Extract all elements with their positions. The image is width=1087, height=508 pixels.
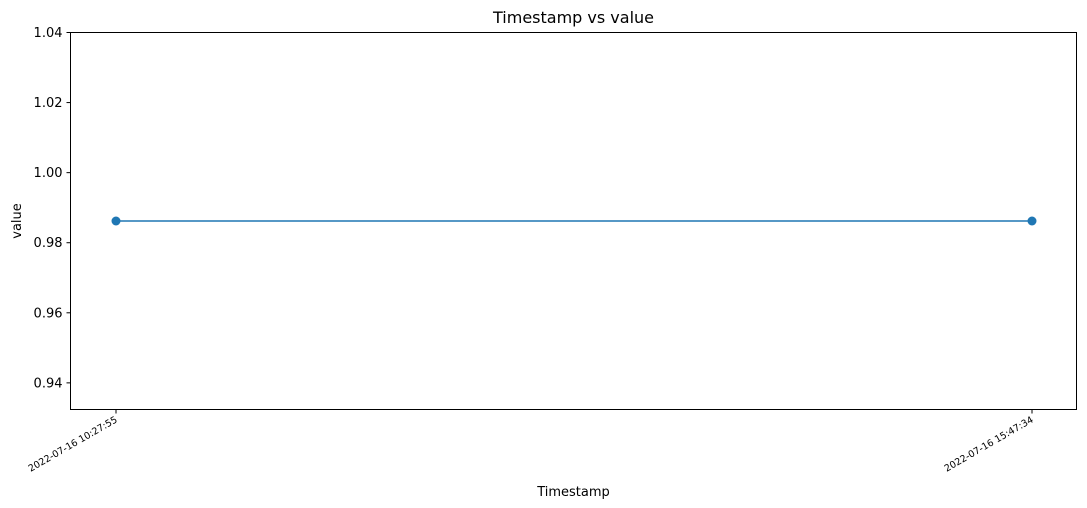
data-point <box>1027 216 1037 226</box>
x-axis: 2022-07-16 10:27:55 2022-07-16 15:47:34 <box>27 409 1036 475</box>
x-tick-label: 2022-07-16 10:27:55 <box>27 415 120 475</box>
y-tick-label: 0.96 <box>34 306 63 321</box>
series-group <box>111 216 1037 226</box>
y-tick-label: 1.04 <box>34 26 63 41</box>
plot-area-frame <box>70 32 1077 410</box>
y-tick-label: 0.94 <box>34 376 63 391</box>
chart-title: Timestamp vs value <box>492 8 654 27</box>
x-tick-label: 2022-07-16 15:47:34 <box>943 415 1036 475</box>
data-point <box>111 216 121 226</box>
y-tick-label: 0.98 <box>34 236 63 251</box>
x-axis-label: Timestamp <box>536 485 610 500</box>
y-tick-label: 1.00 <box>34 166 63 181</box>
y-axis: 0.94 0.96 0.98 1.00 1.02 1.04 <box>34 26 71 391</box>
y-tick-label: 1.02 <box>34 96 63 111</box>
y-axis-label: value <box>10 203 25 239</box>
